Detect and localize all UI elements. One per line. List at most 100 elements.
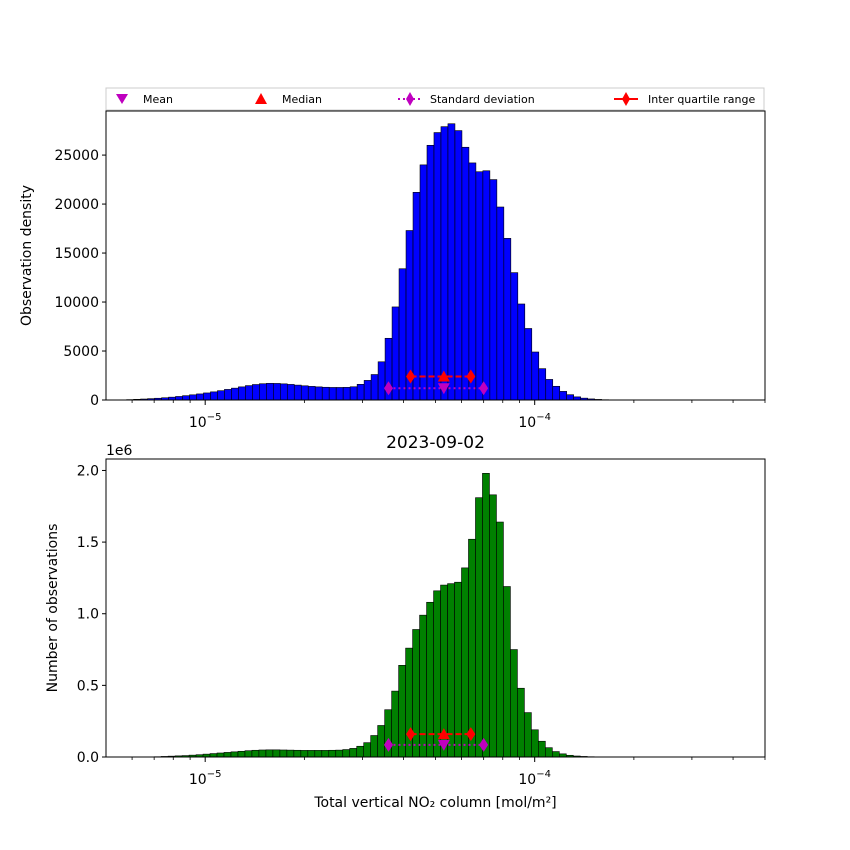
histogram-bar bbox=[321, 750, 330, 758]
legend-entry-median: Median bbox=[255, 93, 322, 106]
histogram-bar bbox=[398, 268, 407, 401]
histogram-bar bbox=[496, 521, 504, 758]
histogram-bar bbox=[314, 750, 323, 758]
y-tick-label: 10000 bbox=[54, 295, 99, 311]
histogram-bar bbox=[545, 379, 554, 401]
histogram-bars-density bbox=[119, 123, 644, 401]
legend-entry-iqr: Inter quartile range bbox=[614, 92, 755, 106]
histogram-bar bbox=[209, 753, 218, 758]
histogram-bar bbox=[265, 749, 274, 758]
mean-marker bbox=[437, 739, 450, 751]
histogram-bar bbox=[503, 238, 512, 401]
histogram-bar bbox=[279, 749, 288, 758]
histogram-bar bbox=[342, 749, 351, 758]
histogram-bar bbox=[349, 386, 358, 401]
histogram-bar bbox=[524, 328, 533, 401]
histogram-bar bbox=[307, 750, 316, 758]
histogram-bar bbox=[182, 395, 190, 401]
histogram-bar bbox=[447, 583, 455, 758]
histogram-bar bbox=[433, 132, 442, 401]
histogram-bar bbox=[189, 394, 197, 401]
histogram-bar bbox=[440, 126, 449, 401]
histogram-bar bbox=[279, 383, 288, 401]
plot-frame-density bbox=[105, 110, 766, 401]
histogram-bar bbox=[300, 750, 309, 758]
histogram-bar bbox=[433, 590, 441, 758]
y-tick-label: 2.0 bbox=[77, 463, 99, 479]
x-tick-label: 10−4 bbox=[518, 769, 551, 788]
histogram-bar bbox=[175, 396, 183, 401]
iqr-high-marker bbox=[466, 369, 476, 384]
histogram-bar bbox=[524, 712, 532, 758]
y-axis-density: 0 5000 10000 15000 20000 25000 bbox=[54, 148, 106, 409]
histogram-bar bbox=[237, 750, 246, 758]
legend-label-median: Median bbox=[282, 93, 322, 106]
iqr-low-marker bbox=[406, 369, 416, 384]
histogram-bar bbox=[370, 374, 379, 401]
histogram-bar bbox=[468, 162, 477, 401]
y-axis-count: 0.0 0.5 1.0 1.5 2.0 bbox=[77, 463, 106, 766]
histogram-bar bbox=[552, 385, 561, 401]
histogram-bar bbox=[531, 729, 539, 758]
y-tick-label: 0.0 bbox=[77, 750, 99, 766]
histogram-bar bbox=[356, 384, 365, 401]
x-tick-label: 10−4 bbox=[518, 412, 551, 431]
y-tick-label: 1.5 bbox=[77, 535, 99, 551]
median-marker bbox=[437, 728, 450, 740]
histogram-bar bbox=[454, 581, 462, 758]
std-high-marker bbox=[479, 737, 489, 752]
legend: Mean Median Standard deviation Inter qua… bbox=[105, 87, 765, 111]
iqr-low-marker bbox=[406, 727, 416, 742]
y-tick-label: 0.5 bbox=[77, 678, 99, 694]
histogram-bar bbox=[370, 735, 378, 758]
legend-entry-mean: Mean bbox=[116, 93, 173, 106]
histogram-bar bbox=[349, 748, 358, 758]
histogram-bar bbox=[517, 303, 526, 401]
histogram-bar bbox=[559, 391, 568, 401]
histogram-bar bbox=[245, 385, 253, 401]
histogram-bar bbox=[391, 690, 399, 758]
y-axis-label-count: Number of observations bbox=[45, 524, 61, 693]
histogram-bar bbox=[412, 192, 421, 401]
histogram-bar bbox=[307, 386, 316, 401]
y-tick-label: 0 bbox=[90, 393, 99, 409]
histogram-bar bbox=[461, 146, 470, 401]
iqr-high-marker bbox=[466, 727, 476, 742]
histogram-bar bbox=[363, 742, 371, 758]
std-low-marker bbox=[383, 737, 393, 752]
histogram-bar bbox=[223, 752, 232, 758]
y-tick-label: 15000 bbox=[54, 246, 99, 262]
y-tick-label: 20000 bbox=[54, 197, 99, 213]
histogram-bar bbox=[566, 394, 574, 401]
histogram-bar bbox=[510, 272, 519, 401]
histogram-bar bbox=[286, 749, 295, 758]
y-tick-label: 1.0 bbox=[77, 607, 99, 623]
histogram-bar bbox=[210, 391, 218, 401]
x-axis-count: 10−5 10−4 bbox=[131, 757, 766, 788]
legend-label-iqr: Inter quartile range bbox=[648, 93, 755, 106]
histogram-bar bbox=[377, 725, 385, 758]
histogram-bar bbox=[293, 384, 302, 401]
histogram-bar bbox=[335, 387, 344, 401]
histogram-bar bbox=[482, 170, 491, 401]
histogram-bar bbox=[321, 386, 330, 401]
histogram-bar bbox=[273, 383, 281, 401]
histogram-bar bbox=[328, 387, 337, 401]
histogram-bar bbox=[461, 567, 469, 758]
plot-frame-count bbox=[105, 458, 766, 758]
legend-frame bbox=[105, 87, 765, 111]
histogram-bar bbox=[363, 380, 372, 401]
histogram-bar bbox=[286, 384, 295, 401]
legend-label-mean: Mean bbox=[143, 93, 173, 106]
mean-marker-icon bbox=[116, 94, 128, 104]
histogram-bar bbox=[293, 749, 302, 758]
y-tick-label: 25000 bbox=[54, 148, 99, 164]
histogram-bar bbox=[216, 752, 225, 758]
histogram-bar bbox=[259, 383, 267, 401]
iqr-marker-icon bbox=[622, 92, 630, 106]
histogram-bar bbox=[447, 123, 456, 401]
histogram-bar bbox=[489, 494, 497, 758]
histogram-bar bbox=[391, 306, 400, 401]
x-tick-label: 10−5 bbox=[189, 412, 222, 431]
